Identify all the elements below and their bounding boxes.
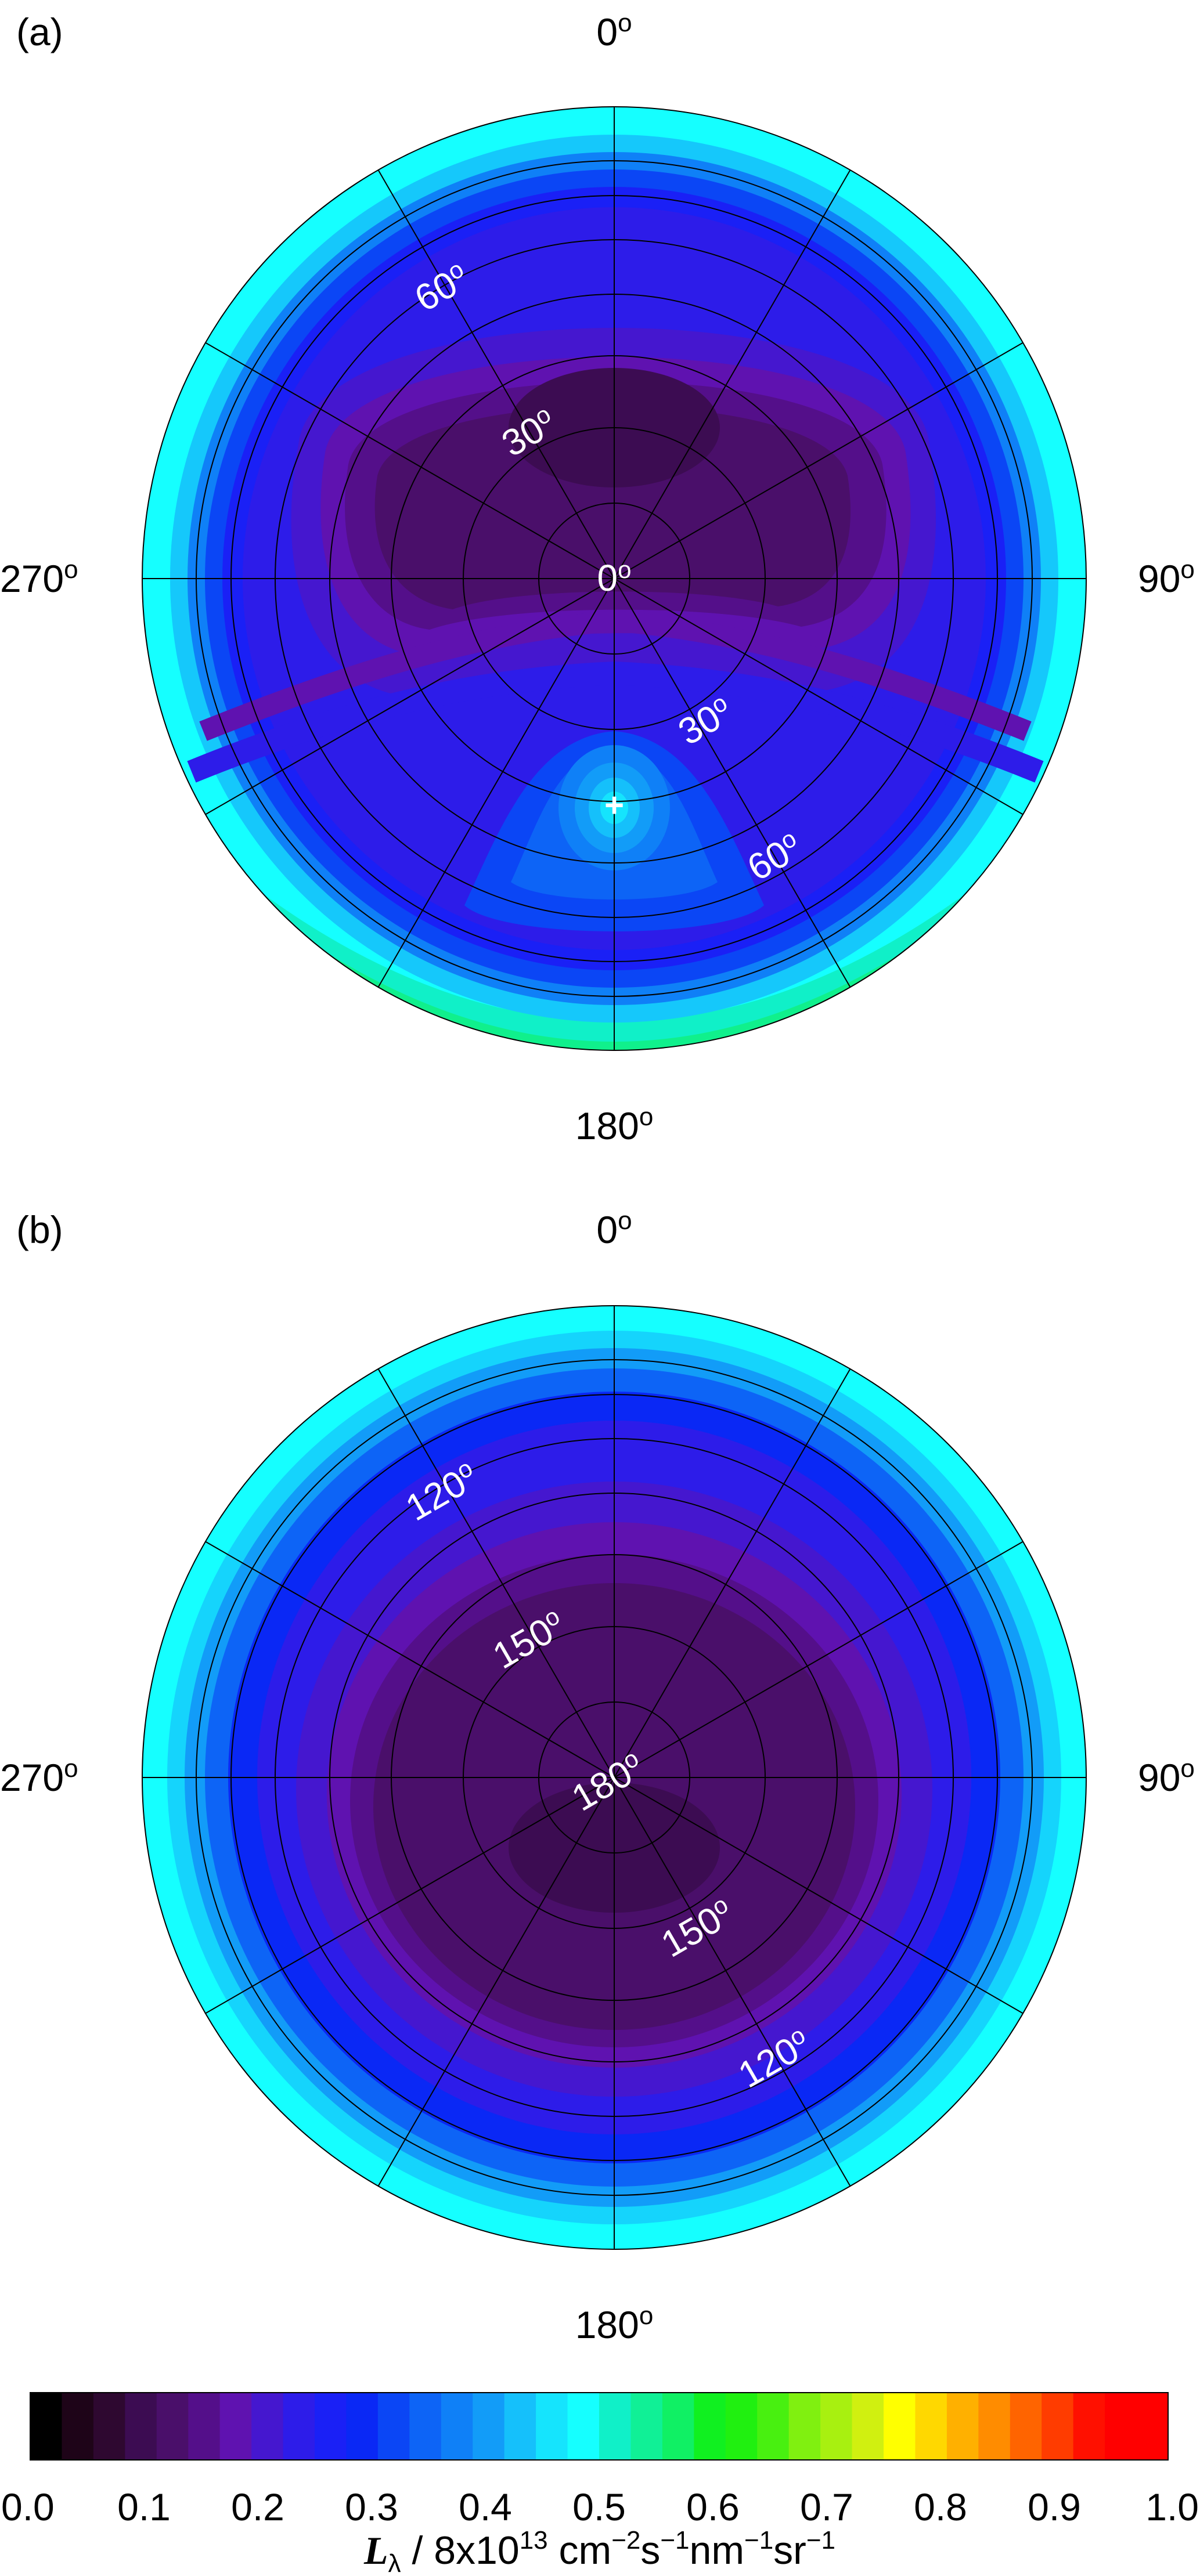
colorbar-tick-label: 0.0: [1, 2485, 55, 2528]
colorbar-swatch: [315, 2393, 347, 2460]
colorbar-swatch: [156, 2393, 189, 2460]
panel-b-azimuth-top: 0o: [596, 1206, 632, 1251]
colorbar-swatch: [725, 2393, 758, 2460]
panel-a-azimuth-left: 270o: [0, 555, 78, 600]
colorbar-tick-label: 0.5: [572, 2485, 626, 2528]
colorbar-swatch: [441, 2393, 473, 2460]
colorbar-tick-label: 0.6: [686, 2485, 740, 2528]
colorbar-swatch: [1105, 2393, 1137, 2460]
colorbar-tick-label: 0.7: [800, 2485, 853, 2528]
colorbar-swatch: [125, 2393, 157, 2460]
colorbar-swatch: [1073, 2393, 1105, 2460]
colorbar-swatch: [1136, 2393, 1169, 2460]
colorbar-swatch: [599, 2393, 632, 2460]
panel-a-heatmap: [142, 107, 1086, 1050]
panel-a-azimuth-top: 0o: [596, 9, 632, 53]
panel-a-grid: [142, 106, 1087, 1051]
colorbar-swatch: [536, 2393, 568, 2460]
colorbar-swatch: [251, 2393, 284, 2460]
colorbar-swatch: [504, 2393, 536, 2460]
colorbar-tick-label: 0.8: [914, 2485, 967, 2528]
panel-a-plateau-core: [374, 406, 851, 609]
colorbar-swatch: [1042, 2393, 1074, 2460]
colorbar-swatch: [946, 2393, 979, 2460]
colorbar-tick-label: 0.3: [345, 2485, 398, 2528]
colorbar-ticks: 0.0 0.1 0.2 0.3 0.4 0.5 0.6 0.7 0.8 0.9 1.0: [1, 2485, 1199, 2528]
colorbar-swatch: [1010, 2393, 1042, 2460]
colorbar-swatch: [409, 2393, 442, 2460]
colorbar-swatch: [978, 2393, 1011, 2460]
colorbar-swatch: [852, 2393, 884, 2460]
colorbar-swatch: [757, 2393, 790, 2460]
colorbar-swatch: [915, 2393, 947, 2460]
panel-a: (a): [0, 9, 1195, 1147]
colorbar-swatch: [884, 2393, 916, 2460]
colorbar-tick-label: 1.0: [1145, 2485, 1199, 2528]
panel-a-azimuth-bottom: 180o: [575, 1103, 654, 1147]
panel-a-azimuth-right: 90o: [1138, 555, 1195, 600]
colorbar-swatch: [788, 2393, 821, 2460]
colorbar-swatch: [93, 2393, 125, 2460]
panel-a-label: (a): [16, 10, 63, 53]
colorbar-swatch: [283, 2393, 315, 2460]
colorbar-tick-label: 0.1: [117, 2485, 171, 2528]
colorbar-label: Lλ / 8x1013 cm−2s−1nm−1sr−1: [363, 2526, 835, 2576]
colorbar-swatch: [694, 2393, 726, 2460]
panel-a-plus-marker: +: [604, 786, 624, 824]
colorbar-swatch: [630, 2393, 663, 2460]
colorbar: 0.0 0.1 0.2 0.3 0.4 0.5 0.6 0.7 0.8 0.9 1.0 Lλ / 8…: [1, 2392, 1199, 2576]
colorbar-swatch: [662, 2393, 694, 2460]
panel-b: (b): [0, 1206, 1195, 2346]
colorbar-swatch: [346, 2393, 379, 2460]
panel-b-azimuth-bottom: 180o: [575, 2302, 654, 2346]
colorbar-swatch: [820, 2393, 853, 2460]
colorbar-tick-label: 0.4: [459, 2485, 512, 2528]
colorbar-swatch: [377, 2393, 410, 2460]
colorbar-tick-label: 0.2: [231, 2485, 284, 2528]
panel-b-label: (b): [16, 1208, 63, 1251]
colorbar-swatch: [188, 2393, 221, 2460]
panel-b-azimuth-right: 90o: [1138, 1754, 1195, 1799]
colorbar-swatches: [30, 2393, 1169, 2460]
panel-a-zenith-label-0: 0o: [597, 556, 632, 599]
colorbar-swatch: [219, 2393, 252, 2460]
colorbar-swatch: [473, 2393, 505, 2460]
panel-b-azimuth-left: 270o: [0, 1754, 78, 1799]
colorbar-tick-label: 0.9: [1028, 2485, 1081, 2528]
colorbar-frame: [30, 2392, 1169, 2461]
panel-b-grid: [142, 1305, 1087, 2250]
colorbar-swatch: [62, 2393, 94, 2460]
colorbar-swatch: [30, 2393, 63, 2460]
colorbar-swatch: [567, 2393, 600, 2460]
